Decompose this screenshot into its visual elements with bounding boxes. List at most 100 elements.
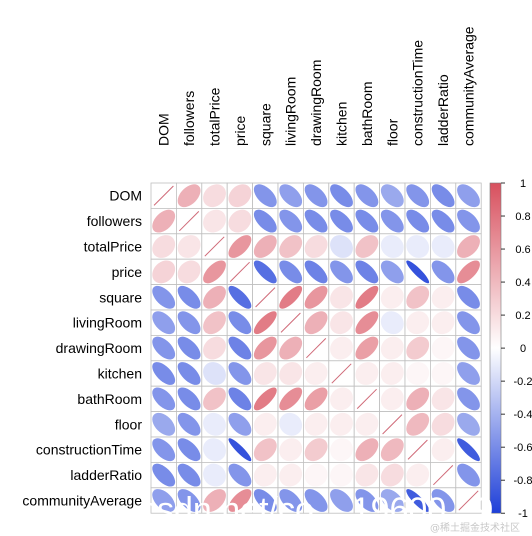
correlation-ellipse [304, 285, 328, 309]
correlation-ellipse [355, 438, 379, 462]
correlation-ellipse [279, 336, 303, 360]
colorbar-tick-label: 0.6 [515, 244, 530, 256]
correlation-ellipse [279, 184, 303, 208]
correlation-ellipse [203, 489, 226, 512]
correlation-ellipse [228, 209, 252, 233]
correlation-ellipse [177, 235, 201, 258]
correlation-ellipse [431, 412, 455, 436]
correlation-ellipse [380, 362, 404, 385]
column-labels: DOM followers totalPrice price square livingR… [156, 26, 477, 146]
correlation-ellipse [380, 285, 404, 309]
correlation-ellipse [203, 311, 226, 335]
correlation-ellipse [203, 285, 226, 309]
diagonal-mark [458, 490, 479, 511]
correlation-ellipse [406, 463, 430, 487]
correlation-ellipse [431, 336, 455, 360]
row-label: followers [87, 213, 142, 229]
correlation-ellipse [457, 235, 480, 258]
correlation-ellipse [253, 412, 277, 436]
correlation-ellipse [355, 285, 379, 309]
correlation-ellipse [152, 209, 176, 233]
column-label: ladderRatio [435, 74, 451, 146]
correlation-ellipse [431, 285, 455, 309]
correlation-ellipse [253, 260, 277, 284]
correlation-ellipse [177, 184, 201, 208]
column-label: communityAverage [461, 26, 477, 146]
correlation-ellipse [330, 209, 353, 233]
colorbar-tick-label: 0.2 [515, 310, 530, 322]
correlation-ellipse [431, 209, 455, 233]
correlation-ellipse [380, 235, 404, 258]
diagonal-mark [204, 236, 225, 257]
correlation-ellipse [152, 412, 176, 436]
correlation-ellipse [203, 387, 226, 411]
correlation-ellipse [330, 285, 353, 309]
correlation-ellipse [355, 362, 379, 385]
row-label: livingRoom [73, 315, 142, 331]
correlation-ellipse [152, 463, 176, 487]
row-label: communityAverage [22, 493, 142, 509]
correlation-ellipse [228, 463, 252, 487]
correlation-ellipse [304, 438, 328, 462]
colorbar-tick-label: 0.4 [515, 277, 530, 289]
correlation-ellipse [228, 285, 252, 309]
correlation-ellipse [177, 387, 201, 411]
row-label: square [99, 289, 142, 305]
column-label: totalPrice [207, 87, 223, 146]
correlation-ellipse [457, 412, 480, 436]
correlation-ellipse [203, 184, 226, 208]
diagonal-mark [153, 185, 174, 206]
correlation-ellipse [431, 489, 455, 512]
correlation-ellipse [177, 336, 201, 360]
correlation-ellipse [406, 412, 430, 436]
correlation-ellipse [152, 387, 176, 411]
correlation-ellipse [457, 184, 480, 208]
correlation-ellipse [304, 184, 328, 208]
correlation-ellipse [355, 260, 379, 284]
correlation-ellipse [330, 438, 353, 462]
correlation-ellipse [406, 489, 430, 512]
correlation-ellipse [228, 438, 252, 462]
row-label: DOM [109, 188, 142, 204]
correlation-ellipse [330, 336, 353, 360]
correlation-ellipse [279, 260, 303, 284]
correlation-ellipse [253, 387, 277, 411]
correlation-ellipse [152, 235, 176, 258]
row-labels: DOM followers totalPrice price square livingR… [22, 188, 142, 509]
column-label: constructionTime [410, 40, 426, 146]
diagonal-mark [407, 439, 428, 460]
correlation-ellipse [431, 184, 455, 208]
correlation-ellipse [355, 209, 379, 233]
colorbar-tick-label: -0.4 [514, 409, 532, 421]
diagonal-mark [179, 211, 200, 232]
diagonal-mark [229, 261, 250, 282]
correlation-ellipse [152, 362, 176, 385]
correlation-ellipse [431, 260, 455, 284]
column-label: DOM [156, 113, 172, 146]
correlation-ellipse [330, 184, 353, 208]
correlation-ellipse [304, 311, 328, 335]
correlation-ellipse [380, 336, 404, 360]
row-label: drawingRoom [56, 340, 142, 356]
correlation-ellipse [177, 489, 201, 512]
correlation-ellipse [355, 489, 379, 512]
correlation-ellipse [457, 285, 480, 309]
colorbar-tick-label: -1 [518, 508, 528, 520]
correlation-ellipse [431, 362, 455, 385]
correlation-ellipse [457, 209, 480, 233]
correlation-ellipse [355, 235, 379, 258]
correlation-ellipse [406, 260, 430, 284]
correlation-ellipse [457, 387, 480, 411]
correlation-ellipse [279, 489, 303, 512]
correlation-ellipse [304, 412, 328, 436]
correlation-ellipse [203, 463, 226, 487]
correlation-ellipse [380, 438, 404, 462]
correlation-ellipse [203, 209, 226, 233]
correlation-ellipse [304, 489, 328, 512]
correlation-ellipse [253, 336, 277, 360]
correlation-ellipse [457, 336, 480, 360]
correlation-ellipse [330, 260, 353, 284]
correlation-ellipse [330, 387, 353, 411]
row-label: price [112, 264, 143, 280]
